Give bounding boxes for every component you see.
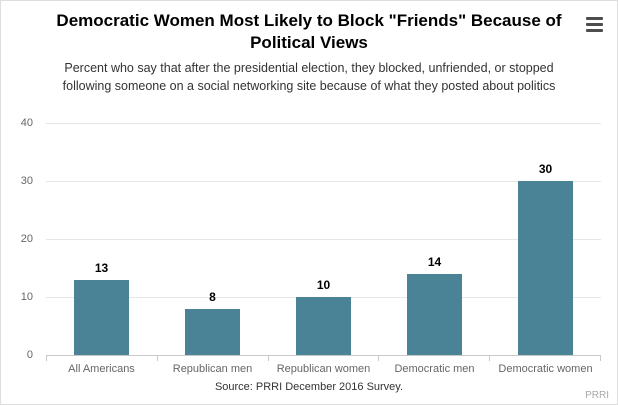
x-axis-category-label: Democratic men [394,363,475,375]
y-axis-tick-label: 0 [26,349,33,361]
y-axis-tick-label: 10 [20,291,33,303]
bar-democratic-women[interactable] [517,181,574,355]
x-axis-tick [46,355,157,361]
bar-column: 14 [379,123,490,355]
chart-subtitle: Percent who say that after the president… [62,61,556,93]
data-label: 14 [427,254,442,269]
x-axis-tick [378,355,489,361]
bar-democratic-men[interactable] [406,273,463,355]
gridline [46,239,601,240]
x-axis-labels: All Americans Republican men Republican wo… [46,363,601,375]
plot-area: 13 8 10 14 30 [46,123,601,356]
chart-context-menu-button[interactable] [581,12,607,36]
x-axis-tick [156,355,268,361]
gridline [46,123,601,124]
data-label: 8 [209,289,216,304]
x-axis-category-label: Democratic women [498,363,593,375]
source-text: Source: PRRI December 2016 Survey. [214,381,404,393]
gridline [46,181,601,182]
y-axis-tick-label: 20 [20,233,33,245]
data-label: 13 [94,260,109,275]
x-axis-ticks [46,355,601,361]
bars: 13 8 10 14 30 [46,123,601,355]
hamburger-icon [585,16,603,32]
chart-title: Democratic Women Most Likely to Block "F… [56,11,562,53]
bar-republican-women[interactable] [295,297,352,355]
x-axis-category-label: Republican men [172,363,253,375]
x-axis-line [46,355,601,356]
bar-column: 13 [46,123,157,355]
x-axis-tick [267,355,379,361]
bar-republican-men[interactable] [184,308,241,355]
x-axis-category-label: Republican women [276,363,371,375]
bar-column: 8 [157,123,268,355]
x-axis-category-label: All Americans [68,363,135,375]
bar-all-americans[interactable] [73,279,130,355]
bar-column: 30 [490,123,601,355]
x-axis-tick [489,355,601,361]
data-label: 30 [538,162,553,176]
credit-text[interactable]: PRRI [585,390,609,401]
y-axis-tick-label: 30 [20,175,33,187]
y-axis-tick-label: 40 [20,117,33,129]
y-axis-labels: 0 10 20 30 40 [1,117,39,361]
bar-column: 10 [268,123,379,355]
data-label: 10 [316,278,331,292]
